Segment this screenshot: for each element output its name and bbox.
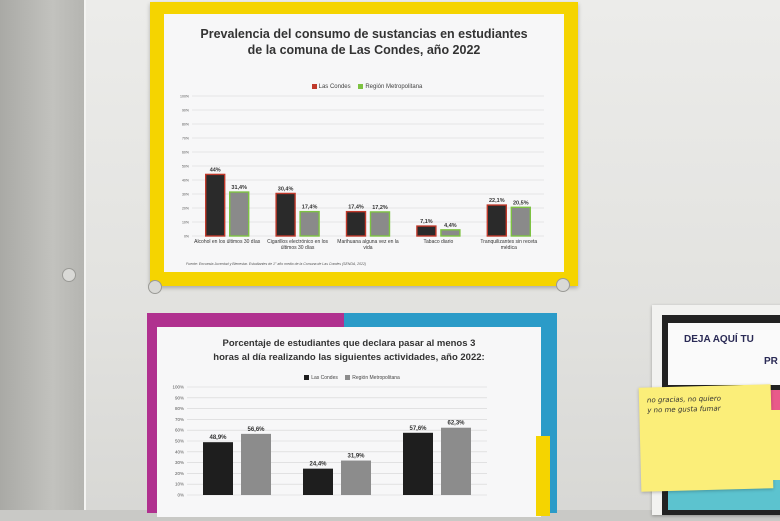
substance-source: Fuente: Encuesta Juventud y Bienestar. E… (186, 262, 367, 266)
category-label: Cigarillos electrónico en los (267, 239, 328, 245)
pin (556, 278, 570, 292)
bar-1 (369, 211, 391, 237)
y-tick-label: 40% (175, 449, 184, 454)
data-label: 17,4% (348, 205, 364, 211)
sticky-line2: y no me gusta fumar (647, 404, 721, 415)
bar-0 (203, 442, 233, 495)
yellow-strip (536, 436, 550, 516)
data-label: 44% (210, 167, 221, 173)
bar-1 (441, 427, 471, 495)
activities-poster-sheet: Porcentaje de estudiantes que declara pa… (157, 327, 541, 517)
bar-1 (440, 229, 461, 237)
bar-0 (303, 468, 333, 495)
substance-bar-chart: 0% 10% 20% 30% 40% 50% 60% 70% 80% 90% 100% 44% 31,4… (180, 95, 544, 251)
bar-1 (341, 460, 371, 495)
substance-title-line1: Prevalencia del consumo de sustancias en… (200, 27, 528, 41)
legend-label-las-condes: Las Condes (318, 84, 351, 91)
y-tick-label: 70% (175, 417, 184, 422)
bar-0 (205, 173, 226, 237)
y-tick-label: 50% (182, 165, 189, 169)
y-tick-label: 30% (175, 460, 184, 465)
data-label: 48,9% (209, 435, 227, 441)
y-tick-label: 20% (182, 207, 189, 211)
y-tick-label: 0% (184, 235, 189, 239)
y-tick-label: 80% (175, 406, 184, 411)
data-label: 31,4% (231, 185, 247, 191)
legend-label-region-2: Región Metropolitana (352, 375, 400, 381)
data-label: 22,1% (489, 198, 505, 204)
legend-swatch-region-2 (345, 375, 351, 381)
y-tick-label: 90% (182, 109, 189, 113)
category-label: últimos 30 días (281, 245, 315, 251)
data-label: 57,6% (409, 426, 427, 432)
substance-legend: Las Condes Región Metropolitana (164, 84, 564, 90)
y-tick-label: 40% (182, 179, 189, 183)
substance-poster-sheet: Prevalencia del consumo de sustancias en… (164, 14, 564, 272)
data-label: 62,3% (447, 421, 465, 427)
y-tick-label: 90% (175, 395, 184, 400)
sign-panel (668, 323, 780, 385)
bar-0 (403, 432, 433, 495)
sticky-note-text: no gracias, no quiero y no me gusta fuma… (647, 392, 767, 415)
y-tick-label: 10% (175, 482, 184, 487)
data-label: 17,4% (302, 205, 318, 211)
bar-0 (275, 192, 296, 237)
activities-title-line1: Porcentaje de estudiantes que declara pa… (222, 338, 476, 349)
bar-1 (241, 433, 271, 495)
data-label: 20,5% (513, 200, 529, 206)
sign-title: DEJA AQUÍ TU (684, 334, 754, 345)
data-label: 7,1% (420, 219, 433, 225)
data-label: 24,4% (309, 462, 327, 468)
category-label: Tabaco diario (424, 239, 454, 245)
data-label: 31,9% (347, 454, 365, 460)
y-tick-label: 30% (182, 193, 189, 197)
substance-chart-title: Prevalencia del consumo de sustancias en… (164, 26, 564, 58)
activities-poster: Porcentaje de estudiantes que declara pa… (147, 313, 557, 517)
activities-legend: Las Condes Región Metropolitana (157, 375, 541, 381)
bar-0 (486, 204, 507, 237)
activities-bar-chart: 0% 10% 20% 30% 40% 50% 60% 70% 80% 90% 100% 48,9% 56… (172, 385, 487, 498)
category-label: Alcohol en los últimos 30 días (194, 239, 261, 245)
y-tick-label: 100% (172, 385, 184, 390)
legend-swatch-las-condes (311, 84, 317, 89)
category-label: Marihuana alguna vez en la (337, 239, 399, 245)
bar-1 (228, 191, 250, 237)
category-label: Tranquilizantes sin receta (480, 239, 537, 245)
legend-swatch-region (358, 84, 364, 89)
activities-chart-title: Porcentaje de estudiantes que declara pa… (157, 337, 541, 365)
sticky-note-2 (770, 410, 780, 480)
y-tick-label: 80% (182, 123, 189, 127)
bar-1 (510, 206, 531, 237)
y-tick-label: 20% (175, 471, 184, 476)
data-label: 30,4% (278, 186, 294, 192)
category-label: médica (501, 245, 517, 251)
activities-title-line2: horas al día realizando las siguientes a… (213, 352, 485, 363)
substance-poster: Prevalencia del consumo de sustancias en… (150, 2, 578, 286)
y-tick-label: 60% (175, 428, 184, 433)
y-tick-label: 70% (182, 137, 189, 141)
sign-title-2: PR (764, 356, 778, 367)
pin (148, 280, 162, 294)
substance-title-line2: de la comuna de Las Condes, año 2022 (247, 43, 481, 57)
legend-label-las-condes-2: Las Condes (311, 375, 338, 381)
bar-0 (345, 210, 367, 237)
data-label: 17,2% (372, 205, 388, 211)
concrete-wall (0, 0, 88, 510)
wall-bolt (62, 268, 76, 282)
legend-label-region: Región Metropolitana (365, 84, 423, 91)
bar-1 (299, 210, 320, 237)
y-tick-label: 0% (177, 493, 184, 498)
y-tick-label: 10% (182, 221, 189, 225)
data-label: 4,4% (444, 223, 457, 229)
data-label: 56,6% (247, 427, 265, 433)
y-tick-label: 60% (182, 151, 189, 155)
y-tick-label: 50% (175, 439, 184, 444)
bar-0 (416, 225, 437, 237)
y-tick-label: 100% (180, 95, 189, 99)
category-label: vida (363, 245, 372, 251)
sticky-note: no gracias, no quiero y no me gusta fuma… (638, 384, 774, 492)
legend-swatch-las-condes-2 (304, 375, 310, 381)
